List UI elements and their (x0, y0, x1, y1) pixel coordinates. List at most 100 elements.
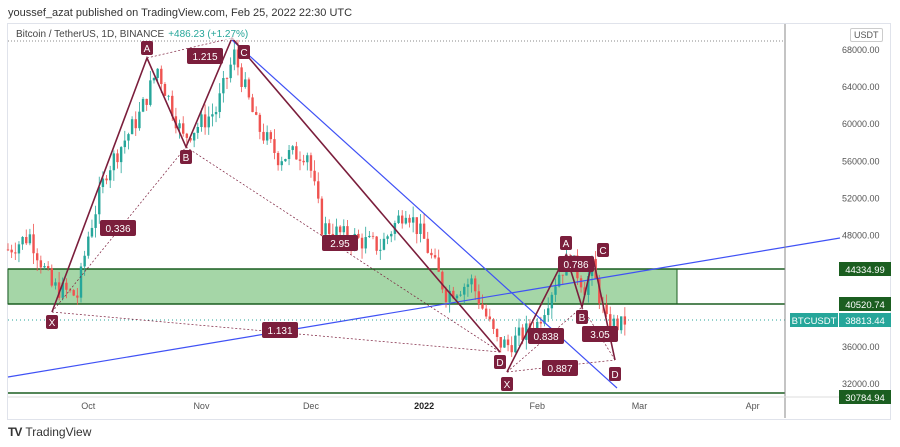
y-tick-label: 60000.00 (842, 119, 880, 129)
harmonic-pattern-2[interactable] (506, 252, 616, 373)
candle-body (360, 237, 364, 249)
candle-body (54, 282, 57, 286)
candle-body (222, 78, 225, 94)
candle-body (109, 170, 112, 181)
candle-body (50, 268, 53, 286)
candle-body (444, 289, 448, 303)
candle-body (14, 252, 17, 254)
candle-body (605, 304, 608, 315)
candle-body (123, 140, 126, 148)
candle-body (218, 93, 221, 113)
candle-body (382, 238, 386, 250)
candle-body (276, 152, 280, 166)
pattern-point-marker (560, 236, 572, 250)
ratio-badge (542, 360, 578, 376)
publish-info: youssef_azat published on TradingView.co… (8, 7, 353, 19)
pattern-point-label: B (579, 313, 586, 324)
candle-body (6, 249, 10, 251)
ratio-label: 0.786 (563, 260, 588, 271)
x-tick-label: Apr (746, 401, 760, 411)
price-change: +486.23 (+1.27%) (168, 29, 249, 40)
candle-body (141, 98, 145, 112)
candle-body (379, 249, 382, 251)
candle-body (335, 226, 338, 238)
candle-body (317, 181, 320, 199)
candle-body (499, 337, 502, 348)
candle-body (313, 170, 316, 182)
candle-body (262, 131, 265, 141)
candle-body (364, 237, 367, 249)
candle-body (609, 314, 612, 331)
candle-body (298, 159, 302, 161)
candle-body (57, 282, 61, 298)
ratio-badge (528, 328, 564, 344)
candle-body (98, 187, 101, 215)
candle-body (543, 315, 546, 324)
candle-body (547, 308, 550, 316)
candle-body (386, 236, 389, 239)
candle-body (90, 227, 94, 237)
candle-body (616, 318, 619, 331)
trendline-up[interactable] (7, 237, 841, 378)
candle-body (200, 114, 203, 128)
pattern-point-label: X (504, 380, 511, 391)
candle-body (225, 78, 229, 79)
candle-body (390, 233, 393, 237)
candle-body (116, 153, 119, 163)
y-tick-label: 32000.00 (842, 379, 880, 389)
candle-body (280, 161, 283, 166)
harmonic-pattern-1[interactable] (51, 36, 501, 353)
candle-body (127, 134, 130, 141)
zone-bottom-price-tag-bg (839, 297, 891, 311)
candle-body (156, 68, 159, 78)
ratio-badge (558, 256, 594, 272)
y-tick-label: 68000.00 (842, 45, 880, 55)
candle-body (455, 295, 459, 299)
candle-body (130, 119, 134, 135)
pattern-point-marker (494, 355, 506, 369)
pattern-point-label: B (183, 153, 190, 164)
candle-body (554, 286, 557, 295)
candle-body (240, 67, 243, 87)
pattern-point-marker (609, 367, 621, 381)
y-tick-label: 36000.00 (842, 342, 880, 352)
candle-body (579, 278, 583, 288)
candle-body (320, 198, 324, 235)
brand-name: TradingView (25, 425, 92, 439)
candle-body (265, 132, 269, 141)
x-tick-label: Nov (193, 401, 210, 411)
bottom-price-tag-bg (839, 390, 891, 404)
candle-body (324, 223, 327, 235)
candle-body (258, 114, 262, 132)
candle-body (101, 178, 105, 188)
candle-body (185, 133, 189, 138)
candle-body (152, 77, 156, 81)
candle-body (426, 238, 429, 253)
candle-body (203, 114, 207, 128)
last-price-tag-bg (839, 313, 891, 327)
zone-bottom-price-tag: 40520.74 (845, 300, 885, 311)
candle-body (463, 286, 466, 295)
tradingview-logo[interactable]: TV TradingView (8, 425, 91, 439)
candle-body (83, 255, 86, 267)
candle-body (46, 266, 50, 269)
currency-button[interactable]: USDT (850, 28, 883, 42)
candle-body (214, 112, 218, 115)
candle-body (167, 95, 170, 97)
pattern-point-marker (46, 315, 58, 329)
candle-body (477, 291, 481, 305)
candle-body (207, 116, 210, 128)
pattern-point-marker (180, 150, 192, 164)
candle-body (291, 146, 294, 151)
candle-body (233, 49, 236, 65)
candle-body (506, 339, 510, 346)
candle-body (514, 335, 517, 353)
y-tick-label: 48000.00 (842, 231, 880, 241)
candle-body (72, 290, 75, 296)
candle-body (536, 321, 539, 334)
candle-body (422, 223, 426, 239)
candle-body (196, 127, 199, 133)
y-tick-label: 64000.00 (842, 82, 880, 92)
candle-body (79, 266, 83, 298)
